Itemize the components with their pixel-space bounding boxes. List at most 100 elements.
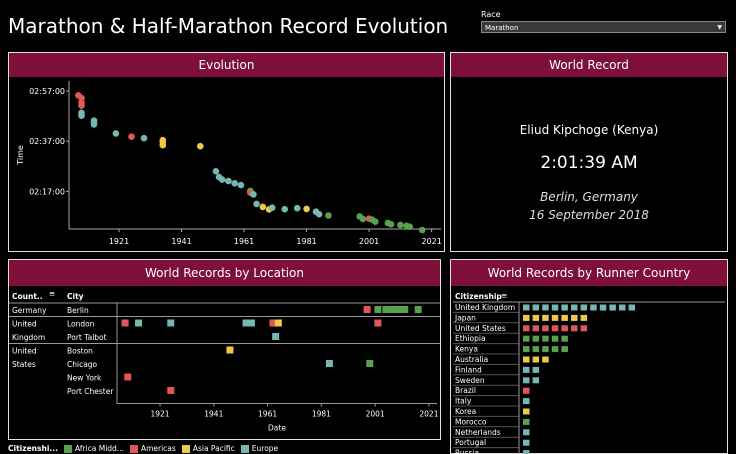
y-axis-title: Time xyxy=(16,145,25,166)
count-mark xyxy=(532,377,540,384)
data-point xyxy=(78,112,85,119)
count-mark xyxy=(571,314,578,321)
evolution-header: Evolution xyxy=(9,53,444,77)
record-mark xyxy=(124,373,132,381)
count-mark xyxy=(542,346,549,353)
data-point xyxy=(140,134,148,142)
data-point xyxy=(372,218,379,226)
data-point xyxy=(259,203,267,211)
data-point xyxy=(78,102,85,109)
city-label: Chicago xyxy=(67,360,98,369)
count-mark xyxy=(551,335,559,342)
col-header-country: Count.. xyxy=(12,292,43,301)
data-point xyxy=(293,204,301,212)
legend: Citizenshi... Africa Midd... Americas As… xyxy=(8,444,278,453)
data-point xyxy=(418,226,426,234)
count-mark xyxy=(551,304,559,311)
record-mark xyxy=(272,333,280,340)
country-label-cont: Kingdom xyxy=(12,333,45,342)
runner-country-header: World Records by Runner Country xyxy=(451,260,727,286)
x-tick-label: 1941 xyxy=(204,410,223,419)
data-point xyxy=(359,215,367,223)
legend-item-americas[interactable]: Americas xyxy=(129,444,176,453)
data-point xyxy=(253,200,260,208)
legend-label: Americas xyxy=(140,444,176,453)
count-mark xyxy=(523,356,530,363)
record-mark xyxy=(121,319,129,327)
count-mark xyxy=(523,366,530,373)
country-label: Russia xyxy=(455,449,479,454)
dashboard-title: Marathon & Half-Marathon Record Evolutio… xyxy=(8,14,449,38)
country-label: United xyxy=(12,320,37,329)
count-mark xyxy=(523,418,530,425)
x-tick-label: 2021 xyxy=(421,237,441,246)
record-mark xyxy=(167,319,175,327)
location-chart: Count.. ≡ City Germany Berlin United Kingdom Lo… xyxy=(9,289,440,433)
race-filter-value: Marathon xyxy=(485,24,519,32)
data-point xyxy=(159,141,167,149)
count-mark xyxy=(523,314,530,321)
legend-swatch xyxy=(240,445,249,453)
count-mark xyxy=(523,450,530,454)
country-label: Ethiopia xyxy=(455,334,486,343)
count-mark xyxy=(532,366,540,373)
x-tick-label: 2001 xyxy=(359,237,379,246)
count-mark xyxy=(542,356,549,363)
x-axis-title: Date xyxy=(268,424,286,433)
x-tick-label: 1921 xyxy=(109,237,129,246)
y-tick-label: 02:37:00 xyxy=(29,137,65,146)
race-filter-dropdown[interactable]: Marathon ▼ xyxy=(481,21,726,33)
count-mark xyxy=(561,335,568,342)
count-mark xyxy=(523,387,530,394)
count-mark xyxy=(580,314,588,321)
runner-country-panel: World Records by Runner Country Citizens… xyxy=(450,259,728,454)
legend-item-asia-pacific[interactable]: Asia Pacific xyxy=(181,444,235,453)
legend-label: Asia Pacific xyxy=(192,444,235,453)
country-label: Netherlands xyxy=(455,428,501,437)
count-mark xyxy=(599,304,607,311)
count-mark xyxy=(523,335,530,342)
legend-item-europe[interactable]: Europe xyxy=(240,444,278,453)
data-point xyxy=(250,191,257,198)
count-mark xyxy=(551,346,559,353)
x-tick-label: 1921 xyxy=(150,410,169,419)
record-time: 2:01:39 AM xyxy=(540,153,638,173)
data-point xyxy=(225,177,232,185)
record-mark xyxy=(135,319,143,327)
count-mark xyxy=(542,314,549,321)
data-point xyxy=(112,130,120,137)
count-mark xyxy=(609,304,616,311)
record-mark xyxy=(414,306,422,313)
count-mark xyxy=(561,346,568,353)
count-mark xyxy=(523,429,530,436)
city-label: London xyxy=(67,320,95,329)
country-label: Germany xyxy=(12,306,47,315)
count-mark xyxy=(523,346,530,353)
data-point xyxy=(315,210,323,218)
y-tick-label: 02:17:00 xyxy=(29,187,65,196)
data-point xyxy=(78,94,85,102)
col-header-city: City xyxy=(67,292,84,301)
world-record-panel: World Record Eliud Kipchoge (Kenya) 2:01… xyxy=(450,52,728,252)
city-label: Berlin xyxy=(67,306,89,315)
y-tick-label: 02:57:00 xyxy=(29,87,65,96)
count-mark xyxy=(532,325,540,332)
count-mark xyxy=(561,314,568,321)
count-mark xyxy=(628,304,636,311)
sort-icon: ≡ xyxy=(49,289,55,298)
legend-item-africa[interactable]: Africa Midd... xyxy=(63,444,124,453)
count-mark xyxy=(561,325,568,332)
count-mark xyxy=(523,325,530,332)
record-mark xyxy=(167,387,175,394)
chevron-down-icon: ▼ xyxy=(717,24,722,31)
country-label-cont: States xyxy=(12,360,36,369)
location-panel: World Records by Location Count.. ≡ City Ge… xyxy=(8,259,441,440)
city-label: Port Chester xyxy=(67,387,114,396)
record-mark xyxy=(269,319,277,327)
count-mark xyxy=(532,304,540,311)
sort-icon: ≡ xyxy=(501,291,507,300)
country-label: United xyxy=(12,347,37,356)
country-label: United Kingdom xyxy=(455,303,515,312)
count-mark xyxy=(542,325,549,332)
col-header-citizenship: Citizenship xyxy=(455,292,502,301)
